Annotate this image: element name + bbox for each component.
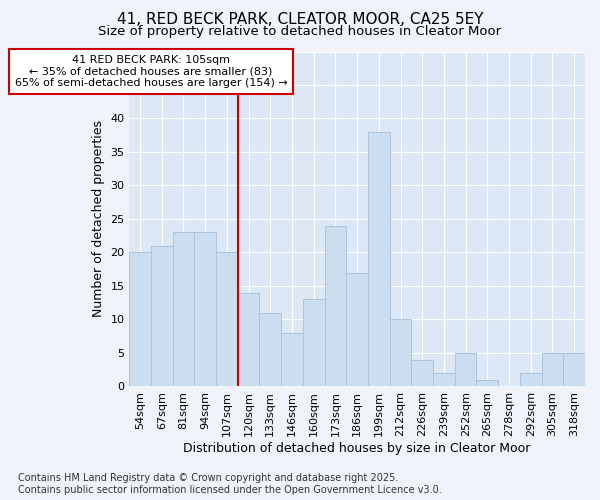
Bar bbox=[151, 246, 173, 386]
Text: 41, RED BECK PARK, CLEATOR MOOR, CA25 5EY: 41, RED BECK PARK, CLEATOR MOOR, CA25 5E… bbox=[117, 12, 483, 28]
Bar bbox=[325, 226, 346, 386]
X-axis label: Distribution of detached houses by size in Cleator Moor: Distribution of detached houses by size … bbox=[184, 442, 531, 455]
Y-axis label: Number of detached properties: Number of detached properties bbox=[92, 120, 104, 318]
Bar bbox=[563, 353, 585, 386]
Bar bbox=[346, 272, 368, 386]
Bar bbox=[520, 373, 542, 386]
Bar bbox=[455, 353, 476, 386]
Bar bbox=[476, 380, 498, 386]
Bar bbox=[303, 300, 325, 386]
Bar bbox=[129, 252, 151, 386]
Bar bbox=[281, 333, 303, 386]
Text: 41 RED BECK PARK: 105sqm
← 35% of detached houses are smaller (83)
65% of semi-d: 41 RED BECK PARK: 105sqm ← 35% of detach… bbox=[14, 55, 287, 88]
Bar bbox=[238, 292, 259, 386]
Bar bbox=[389, 320, 412, 386]
Bar bbox=[194, 232, 216, 386]
Bar bbox=[216, 252, 238, 386]
Bar bbox=[433, 373, 455, 386]
Text: Contains HM Land Registry data © Crown copyright and database right 2025.
Contai: Contains HM Land Registry data © Crown c… bbox=[18, 474, 442, 495]
Bar bbox=[259, 313, 281, 386]
Bar bbox=[542, 353, 563, 386]
Bar bbox=[368, 132, 389, 386]
Bar bbox=[412, 360, 433, 386]
Bar bbox=[173, 232, 194, 386]
Text: Size of property relative to detached houses in Cleator Moor: Size of property relative to detached ho… bbox=[98, 25, 502, 38]
